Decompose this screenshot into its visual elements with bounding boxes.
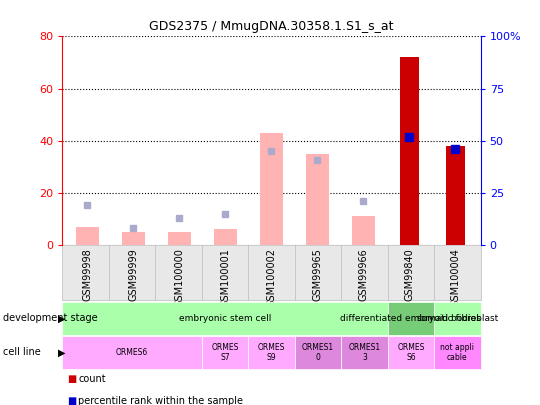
Bar <box>306 154 329 245</box>
Text: ■: ■ <box>68 396 77 405</box>
Text: development stage: development stage <box>3 313 97 323</box>
Text: percentile rank within the sample: percentile rank within the sample <box>78 396 244 405</box>
Bar <box>168 232 191 245</box>
Text: ORMES1
0: ORMES1 0 <box>302 343 334 362</box>
Bar <box>76 227 99 245</box>
Bar <box>400 58 418 245</box>
Bar <box>260 133 283 245</box>
Title: GDS2375 / MmugDNA.30358.1.S1_s_at: GDS2375 / MmugDNA.30358.1.S1_s_at <box>149 19 394 32</box>
Text: ORMES1
3: ORMES1 3 <box>348 343 380 362</box>
Text: ORMES
S6: ORMES S6 <box>397 343 424 362</box>
Text: somatic fibroblast: somatic fibroblast <box>417 314 498 323</box>
Bar <box>214 229 237 245</box>
Text: cell line: cell line <box>3 347 40 357</box>
Text: ▶: ▶ <box>58 347 66 357</box>
Text: count: count <box>78 374 106 384</box>
Text: differentiated embryoid bodies: differentiated embryoid bodies <box>340 314 481 323</box>
Text: not appli
cable: not appli cable <box>440 343 474 362</box>
Text: ORMES6: ORMES6 <box>116 348 148 357</box>
Text: ▶: ▶ <box>58 313 66 323</box>
Text: ■: ■ <box>68 374 77 384</box>
Bar <box>446 146 464 245</box>
Text: ORMES
S7: ORMES S7 <box>211 343 239 362</box>
Text: ORMES
S9: ORMES S9 <box>258 343 285 362</box>
Text: embryonic stem cell: embryonic stem cell <box>179 314 271 323</box>
Bar <box>352 216 375 245</box>
Bar <box>122 232 145 245</box>
